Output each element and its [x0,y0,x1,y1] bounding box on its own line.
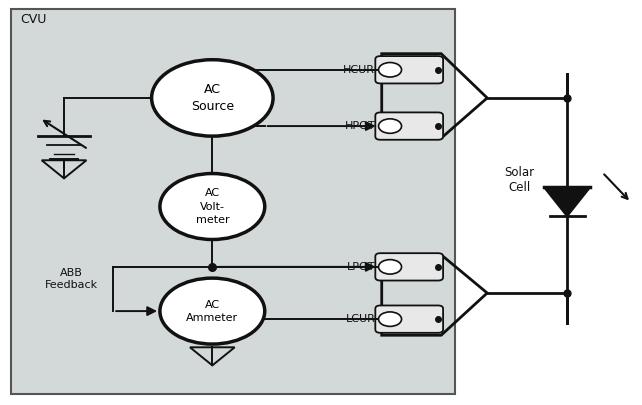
FancyBboxPatch shape [409,60,440,80]
FancyBboxPatch shape [376,56,443,83]
Text: AC
Ammeter: AC Ammeter [186,300,238,323]
Circle shape [160,173,265,239]
FancyBboxPatch shape [376,305,443,333]
Text: Solar
Cell: Solar Cell [504,166,534,194]
Text: CVU: CVU [21,13,47,26]
FancyBboxPatch shape [376,253,443,281]
Text: HPOT: HPOT [345,121,376,131]
Circle shape [379,62,401,77]
FancyBboxPatch shape [409,257,440,277]
FancyBboxPatch shape [376,113,443,140]
Circle shape [379,312,401,326]
Text: LCUR: LCUR [345,314,376,324]
Circle shape [379,119,401,133]
Circle shape [152,60,273,136]
Polygon shape [544,188,590,216]
FancyBboxPatch shape [409,309,440,329]
Circle shape [379,260,401,274]
FancyBboxPatch shape [409,116,440,136]
Text: AC
Volt-
meter: AC Volt- meter [196,188,229,225]
Text: LPOT: LPOT [347,262,376,272]
Text: ABB
Feedback: ABB Feedback [45,268,98,290]
Circle shape [160,278,265,344]
FancyBboxPatch shape [11,9,455,394]
Text: HCUR: HCUR [343,65,376,75]
Text: AC
Source: AC Source [191,83,234,113]
